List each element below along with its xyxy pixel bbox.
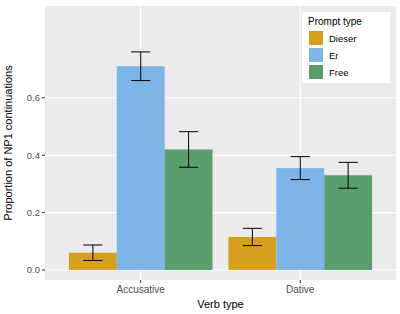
error-stem [140,52,141,81]
category-label: Dative [286,284,315,295]
tick-mark [42,155,45,156]
tick-mark [140,280,141,283]
legend-title: Prompt type [308,16,362,27]
error-bar [339,162,358,188]
error-stem [188,132,189,168]
category-label: Accusative [117,284,166,295]
bar [117,66,165,270]
error-cap [291,156,310,157]
error-cap [339,188,358,189]
error-cap [83,260,102,261]
tick-label: 0.4 [27,150,40,161]
grid-line [45,155,396,156]
legend-swatch [309,48,323,62]
error-cap [291,179,310,180]
x-axis-title: Verb type [197,298,243,310]
error-cap [339,162,358,163]
tick-label: 0.0 [27,264,40,275]
tick-mark [42,212,45,213]
error-bar [131,52,150,81]
tick-mark [42,97,45,98]
bar [276,168,324,270]
legend: Prompt type Dieser Er Free [302,12,390,83]
error-bar [179,132,198,168]
error-cap [179,131,198,132]
error-stem [92,245,93,260]
chart: 0.0 0.2 0.4 0.6 Accusative Dative Verb type Pro… [0,0,400,314]
legend-box [302,12,390,83]
error-bar [291,157,310,180]
tick-mark [42,269,45,270]
legend-swatch [309,65,323,79]
bar [324,175,372,270]
tick-label: 0.6 [27,92,40,103]
legend-label: Dieser [329,33,356,44]
error-cap [83,244,102,245]
plot-background [45,6,396,280]
legend-label: Er [329,50,339,61]
error-cap [131,51,150,52]
error-bar [243,228,262,245]
bar [165,149,213,270]
error-stem [252,228,253,245]
error-bar [83,245,102,260]
legend-label: Free [329,67,349,78]
legend-swatch [309,31,323,45]
tick-label: 0.2 [27,207,40,218]
error-stem [348,162,349,188]
error-stem [300,157,301,180]
y-axis-title: Proportion of NP1 continuations [2,65,14,221]
bars [69,52,372,270]
error-cap [243,228,262,229]
error-cap [179,167,198,168]
grid-line [45,97,396,98]
error-cap [131,80,150,81]
tick-mark [300,280,301,283]
error-cap [243,245,262,246]
